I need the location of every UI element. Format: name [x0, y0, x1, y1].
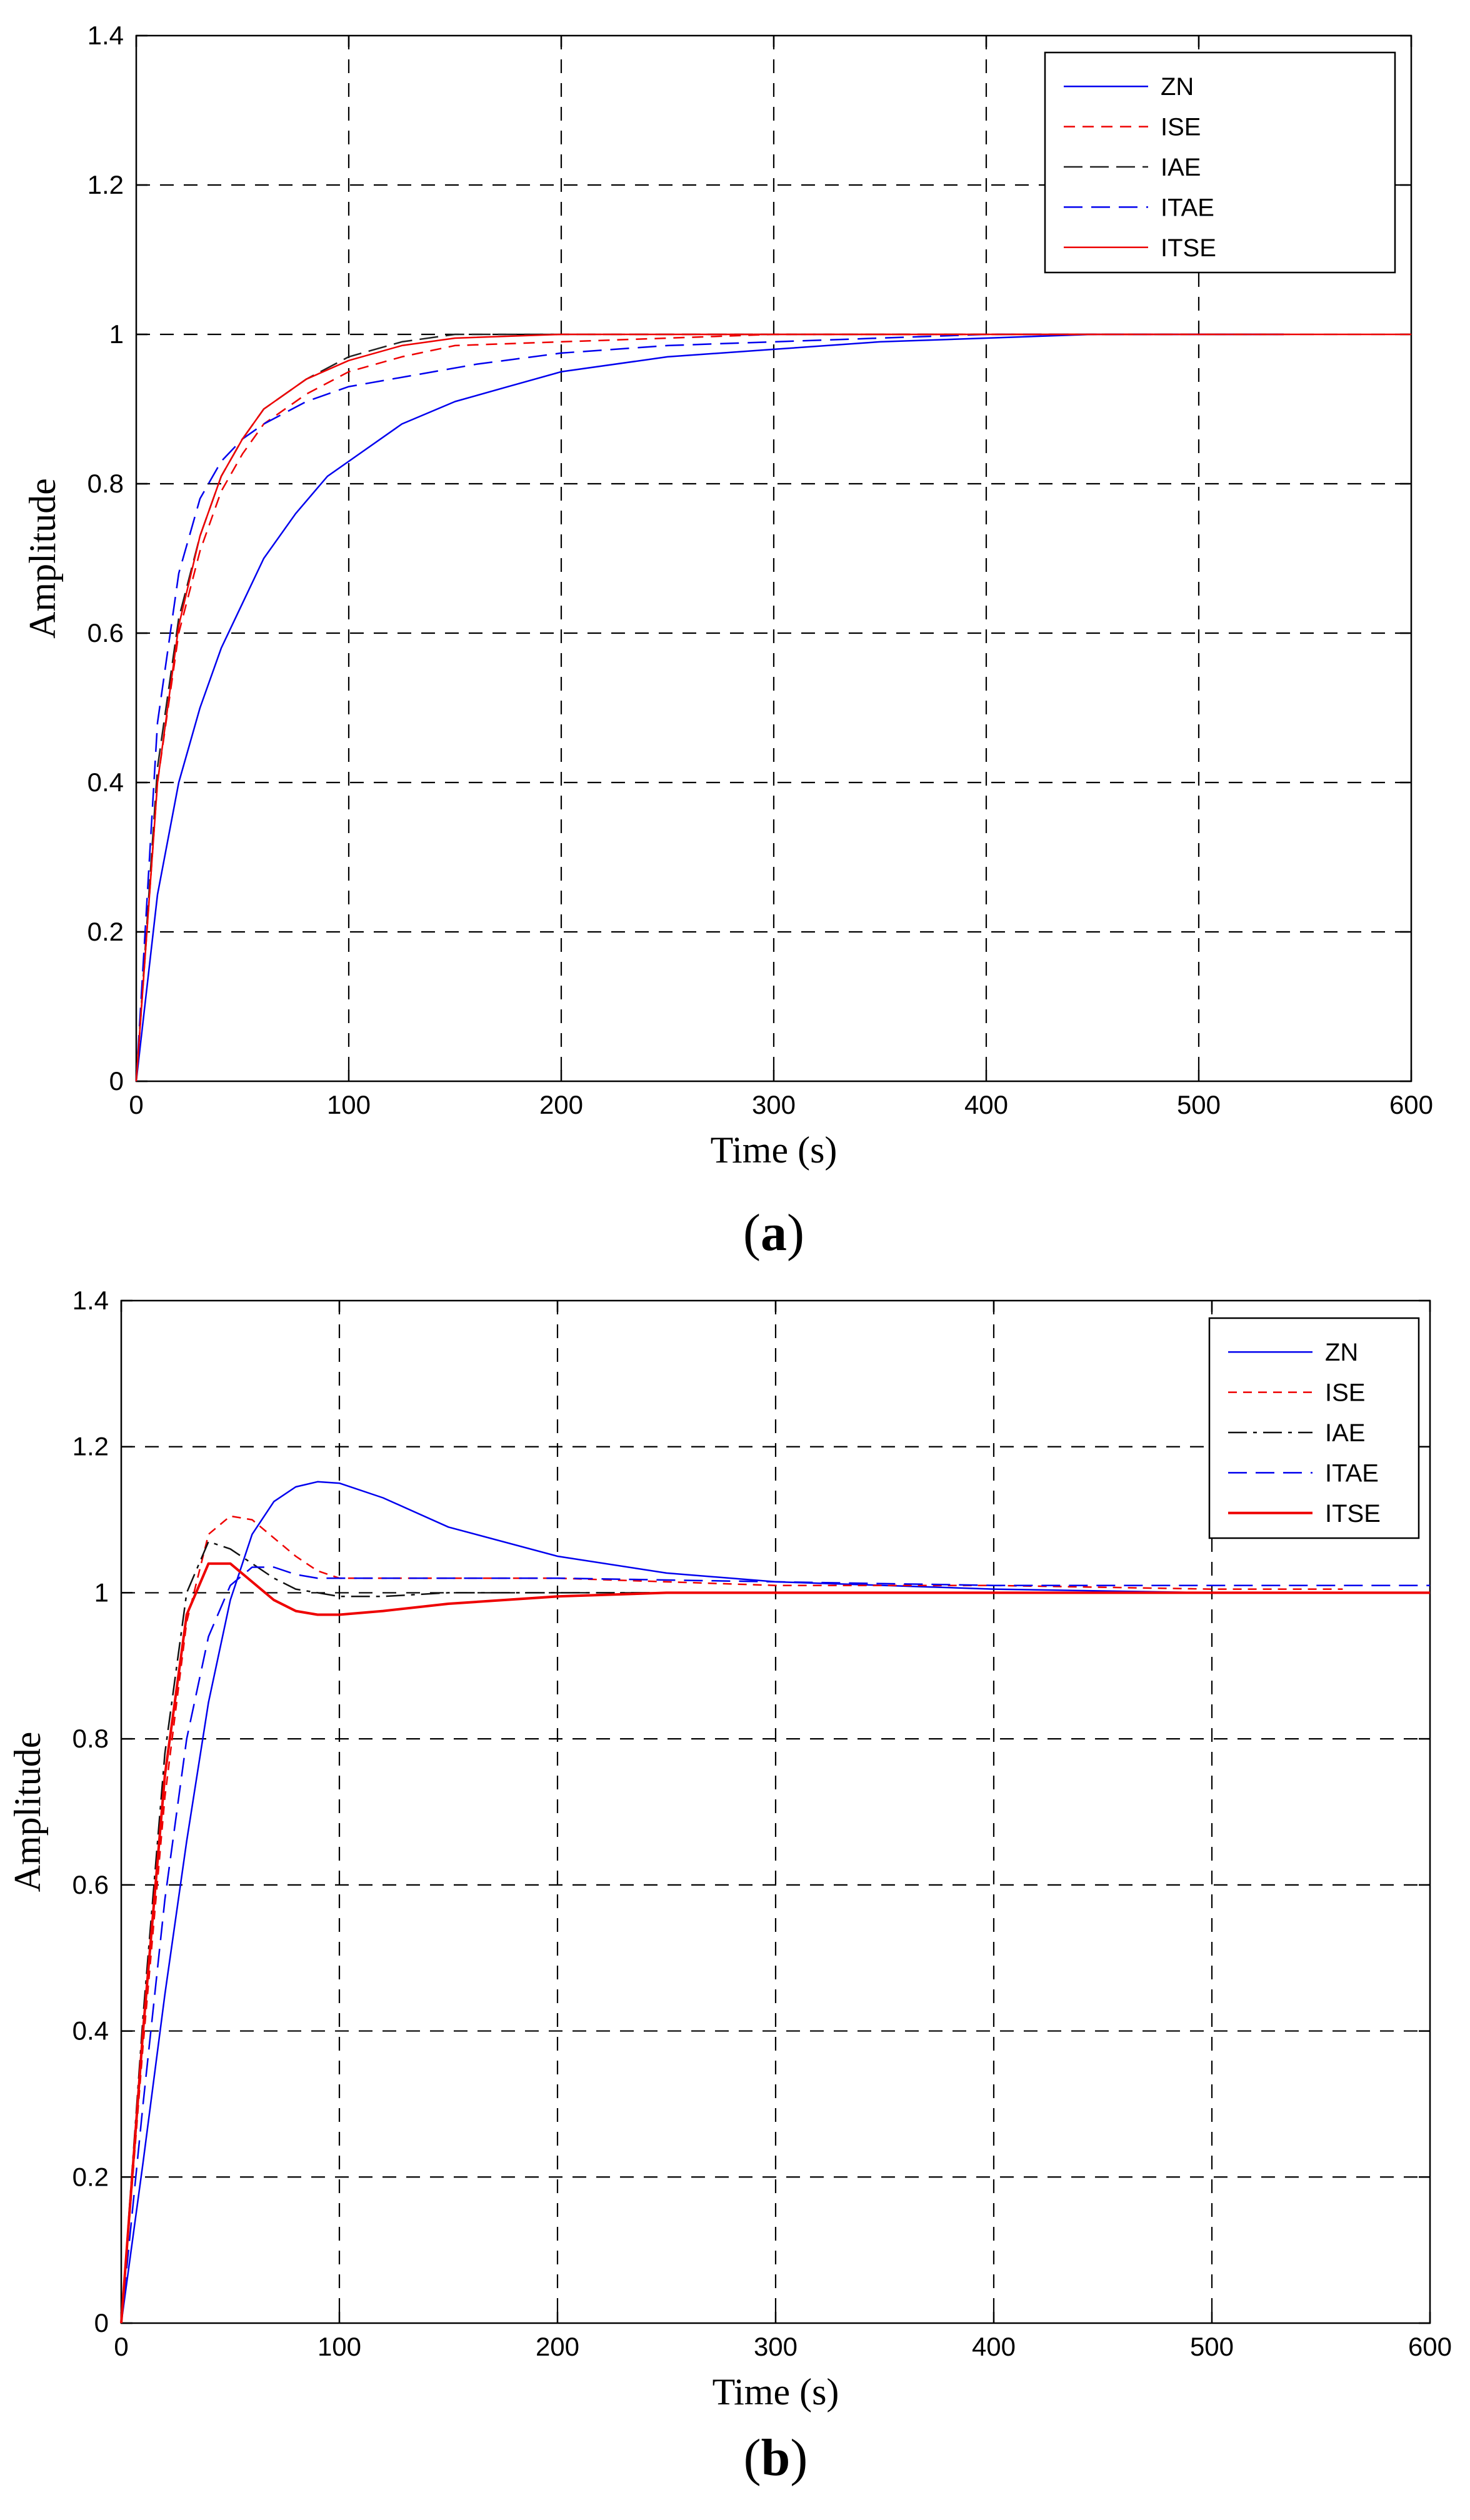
series-line-itae — [135, 333, 1284, 1082]
y-axis-label: Amplitude — [22, 478, 63, 639]
series-line-itse — [135, 333, 1411, 1082]
y-tick-label: 0 — [94, 2308, 109, 2338]
y-tick-label: 1 — [94, 1578, 109, 1607]
legend-label-ise: ISE — [1161, 114, 1201, 141]
y-tick-label: 0 — [109, 1066, 124, 1096]
y-axis-label: Amplitude — [7, 1732, 48, 1892]
x-tick-label: 300 — [754, 2332, 798, 2361]
legend-box — [1208, 1317, 1420, 1539]
x-tick-label: 600 — [1389, 1090, 1433, 1119]
legend-label-itse: ITSE — [1161, 234, 1216, 262]
y-tick-label: 0.4 — [88, 768, 124, 797]
x-axis-label: Time (s) — [712, 2371, 839, 2412]
x-tick-label: 100 — [327, 1090, 371, 1119]
legend-label-itae: ITAE — [1325, 1459, 1379, 1487]
x-axis-label: Time (s) — [711, 1129, 838, 1171]
legend-label-iae: IAE — [1161, 154, 1201, 181]
y-tick-label: 1.4 — [88, 21, 124, 50]
y-tick-label: 0.2 — [88, 917, 124, 946]
x-tick-label: 100 — [318, 2332, 361, 2361]
legend-label-zn: ZN — [1161, 73, 1194, 101]
x-tick-label: 200 — [536, 2332, 579, 2361]
panel-label: (b) — [744, 2429, 808, 2487]
x-tick-label: 600 — [1408, 2332, 1452, 2361]
legend-label-iae: IAE — [1325, 1419, 1365, 1447]
y-tick-label: 1 — [109, 319, 124, 349]
legend-label-itse: ITSE — [1325, 1500, 1381, 1528]
series-line-itae — [120, 1566, 1430, 2324]
y-tick-label: 0.2 — [72, 2162, 109, 2191]
panel-label: (a) — [743, 1204, 804, 1262]
legend-box — [1044, 51, 1396, 274]
y-tick-label: 0.8 — [88, 469, 124, 498]
x-tick-label: 500 — [1190, 2332, 1234, 2361]
y-tick-label: 0.4 — [72, 2016, 109, 2046]
x-tick-label: 200 — [539, 1090, 583, 1119]
series-line-itse — [120, 1562, 1430, 2324]
legend-label-zn: ZN — [1325, 1339, 1358, 1366]
y-tick-label: 1.4 — [72, 1286, 109, 1315]
y-tick-label: 1.2 — [88, 170, 124, 199]
y-tick-label: 1.2 — [72, 1432, 109, 1461]
series-line-ise — [135, 333, 1284, 1082]
x-tick-label: 0 — [129, 1090, 143, 1119]
series-line-ise — [120, 1515, 1343, 2324]
legend-label-ise: ISE — [1325, 1379, 1365, 1407]
x-tick-label: 500 — [1177, 1090, 1221, 1119]
series-line-zn — [135, 333, 1284, 1082]
chart-a: 0 100 200 300 400 500 600 0 0.2 0.4 0.6 0.8 1 1.2 1.4 T… — [22, 21, 1433, 1262]
y-tick-label: 0.8 — [72, 1724, 109, 1753]
series-line-iae — [120, 1541, 1430, 2324]
chart-b: 0 100 200 300 400 500 600 0 0.2 0.4 0.6 0.8 1 1.2 1.4 T… — [7, 1286, 1452, 2487]
legend-label-itae: ITAE — [1161, 194, 1214, 221]
x-tick-label: 0 — [114, 2332, 128, 2361]
x-tick-label: 400 — [972, 2332, 1016, 2361]
x-tick-label: 400 — [964, 1090, 1008, 1119]
y-tick-label: 0.6 — [88, 618, 124, 648]
y-tick-label: 0.6 — [72, 1870, 109, 1899]
x-tick-label: 300 — [752, 1090, 796, 1119]
